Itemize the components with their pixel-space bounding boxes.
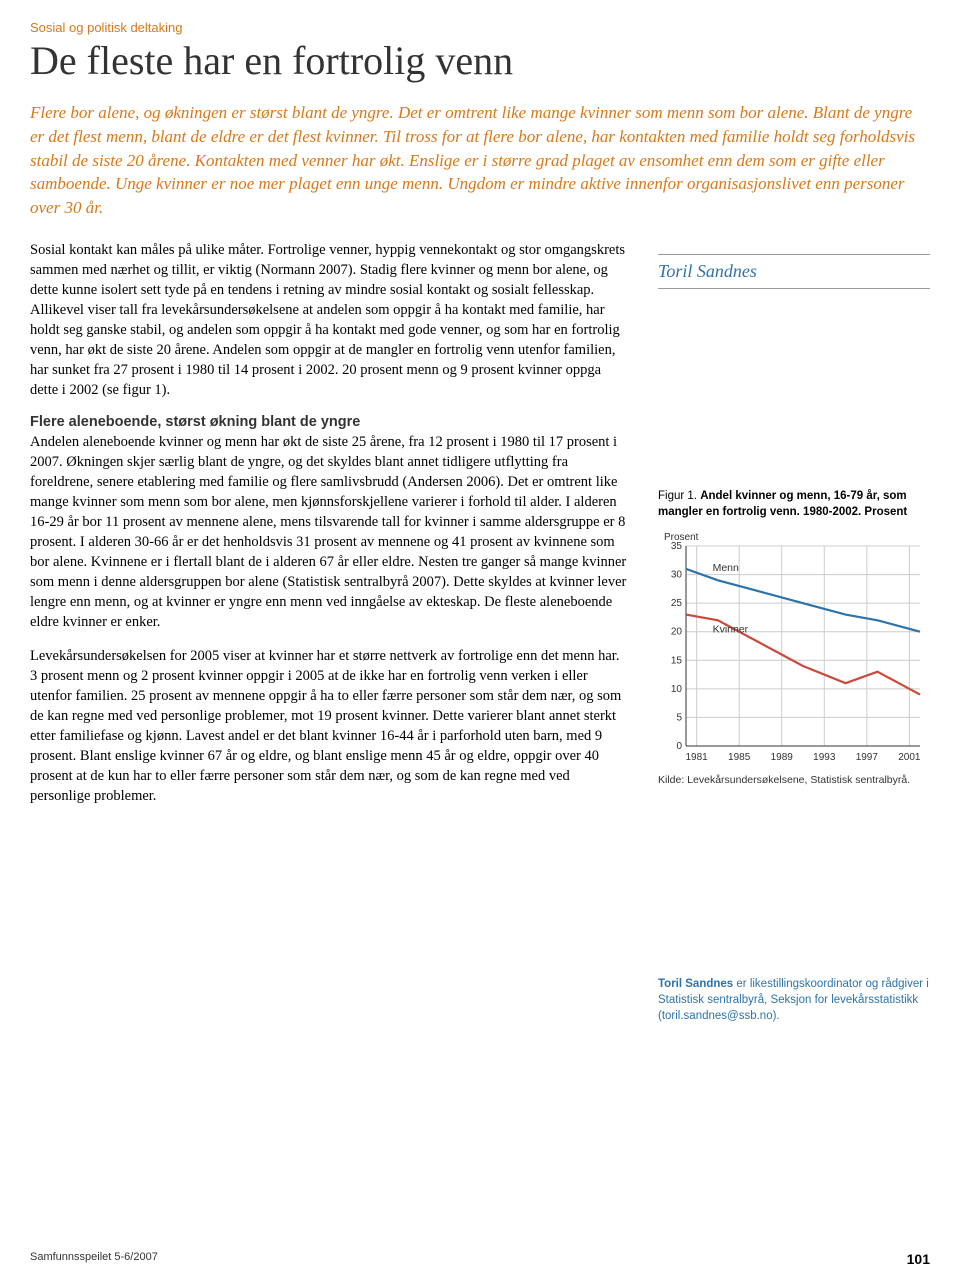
svg-text:5: 5 [676,712,682,723]
svg-text:Menn: Menn [713,562,739,574]
page-number: 101 [907,1251,930,1267]
author-bio-name: Toril Sandnes [658,978,733,990]
author-bio: Toril Sandnes er likestillingskoordinato… [658,976,930,1024]
subheading-1: Flere aleneboende, størst økning blant d… [30,414,630,430]
main-column: Sosial kontakt kan måles på ulike måter.… [30,240,630,1024]
subsection: Flere aleneboende, størst økning blant d… [30,414,630,632]
svg-text:1997: 1997 [856,752,879,763]
figure-label: Figur 1. [658,490,700,502]
svg-text:1985: 1985 [728,752,751,763]
svg-text:2001: 2001 [898,752,921,763]
line-chart-svg: Prosent051015202530351981198519891993199… [658,528,928,768]
svg-text:30: 30 [671,570,683,581]
author-name: Toril Sandnes [658,261,757,281]
body-paragraph-1: Sosial kontakt kan måles på ulike måter.… [30,240,630,400]
page-footer: Samfunnsspeilet 5-6/2007 101 [30,1251,930,1267]
svg-text:15: 15 [671,655,683,666]
side-column: Toril Sandnes Figur 1. Andel kvinner og … [658,240,930,1024]
publication-issue: Samfunnsspeilet 5-6/2007 [30,1251,158,1267]
article-title: De fleste har en fortrolig venn [30,39,930,83]
figure-source: Kilde: Levekårsundersøkelsene, Statistis… [658,774,930,786]
svg-text:1981: 1981 [686,752,709,763]
author-box: Toril Sandnes [658,254,930,289]
svg-text:1993: 1993 [813,752,836,763]
body-paragraph-3: Levekårsundersøkelsen for 2005 viser at … [30,646,630,806]
article-lede: Flere bor alene, og økningen er størst b… [30,101,930,220]
svg-text:25: 25 [671,598,683,609]
figure-chart: Prosent051015202530351981198519891993199… [658,528,928,768]
body-paragraph-2: Andelen aleneboende kvinner og menn har … [30,432,630,632]
svg-text:20: 20 [671,627,683,638]
figure-caption: Figur 1. Andel kvinner og menn, 16-79 år… [658,489,930,520]
svg-text:Kvinner: Kvinner [713,623,749,635]
svg-text:1989: 1989 [771,752,794,763]
article-category: Sosial og politisk deltaking [30,20,930,35]
svg-text:35: 35 [671,541,683,552]
svg-text:10: 10 [671,684,683,695]
two-column-layout: Sosial kontakt kan måles på ulike måter.… [30,240,930,1024]
svg-text:0: 0 [676,741,682,752]
